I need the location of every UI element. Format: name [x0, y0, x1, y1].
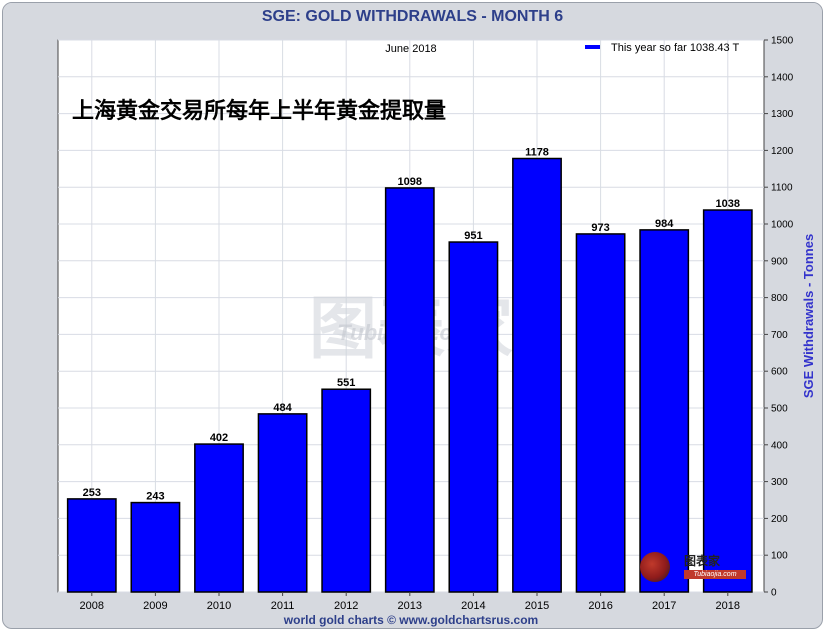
x-tick-label: 2014	[461, 600, 485, 612]
data-label: 551	[337, 377, 355, 389]
bar-2012	[321, 388, 372, 593]
y-tick-label: 1500	[771, 36, 794, 47]
globe-icon	[640, 552, 670, 582]
x-tick-label: 2010	[207, 600, 231, 612]
bar-2018	[702, 209, 753, 593]
bars-group: 253 243 402 484 551 1098 951 1178 973 984 1038	[66, 146, 753, 593]
y-axis: 0 100 200 300 400 500 600 700 800 900 1000 1100 1200…	[764, 36, 794, 599]
corner-logo-url: Tubiaojia.com	[684, 570, 746, 579]
data-label: 1038	[716, 198, 740, 210]
x-tick-label: 2009	[143, 600, 167, 612]
bar-2013	[384, 187, 435, 593]
legend-label: This year so far 1038.43 T	[611, 42, 739, 54]
x-tick-label: 2011	[271, 600, 295, 612]
y-tick-label: 900	[771, 256, 788, 267]
x-axis: 2008 2009 2010 2011 2012 2013 2014 2015 2016 2017…	[80, 592, 740, 612]
chinese-caption: 上海黄金交易所每年上半年黄金提取量	[72, 98, 446, 124]
y-axis-label: SGE Withdrawals - Tonnes	[801, 234, 816, 398]
bar-2008	[66, 498, 117, 593]
data-label: 984	[655, 218, 674, 230]
chart-subtitle: June 2018	[385, 43, 436, 55]
y-tick-label: 500	[771, 404, 788, 415]
corner-logo-text: 图表家	[684, 554, 721, 568]
x-tick-label: 2018	[716, 600, 740, 612]
data-label: 951	[464, 230, 482, 242]
bar-2014	[448, 241, 499, 593]
data-label: 973	[591, 222, 609, 234]
x-tick-label: 2016	[588, 600, 612, 612]
chart-title: SGE: GOLD WITHDRAWALS - MONTH 6	[3, 3, 822, 31]
bar-2010	[194, 443, 244, 593]
bar-2009	[130, 501, 181, 593]
x-tick-label: 2013	[398, 600, 422, 612]
y-tick-label: 200	[771, 514, 788, 525]
data-label: 1178	[525, 146, 549, 158]
data-label: 402	[210, 432, 228, 444]
y-tick-label: 1000	[771, 220, 794, 231]
footer-credit: world gold charts © www.goldchartsrus.co…	[283, 613, 538, 627]
y-tick-label: 600	[771, 367, 788, 378]
data-label: 1098	[398, 176, 422, 188]
y-tick-label: 1400	[771, 72, 794, 83]
y-tick-label: 300	[771, 477, 788, 488]
bar-2017	[639, 229, 690, 593]
y-tick-label: 0	[771, 588, 777, 599]
y-tick-label: 800	[771, 293, 788, 304]
y-tick-label: 1300	[771, 109, 794, 120]
bar-2015	[512, 157, 562, 593]
bar-2016	[575, 233, 626, 593]
x-tick-label: 2012	[334, 600, 358, 612]
bar-2011	[257, 413, 308, 593]
y-tick-label: 700	[771, 330, 788, 341]
corner-logo: 图表家 Tubiaojia.com	[640, 548, 750, 588]
data-label: 243	[146, 491, 164, 503]
data-label: 253	[83, 487, 101, 499]
x-tick-label: 2015	[525, 600, 549, 612]
data-label: 484	[273, 402, 292, 414]
x-tick-label: 2008	[80, 600, 104, 612]
y-tick-label: 1200	[771, 146, 794, 157]
y-tick-label: 400	[771, 440, 788, 451]
x-tick-label: 2017	[652, 600, 676, 612]
y-tick-label: 1100	[771, 183, 793, 194]
y-tick-label: 100	[771, 551, 788, 562]
